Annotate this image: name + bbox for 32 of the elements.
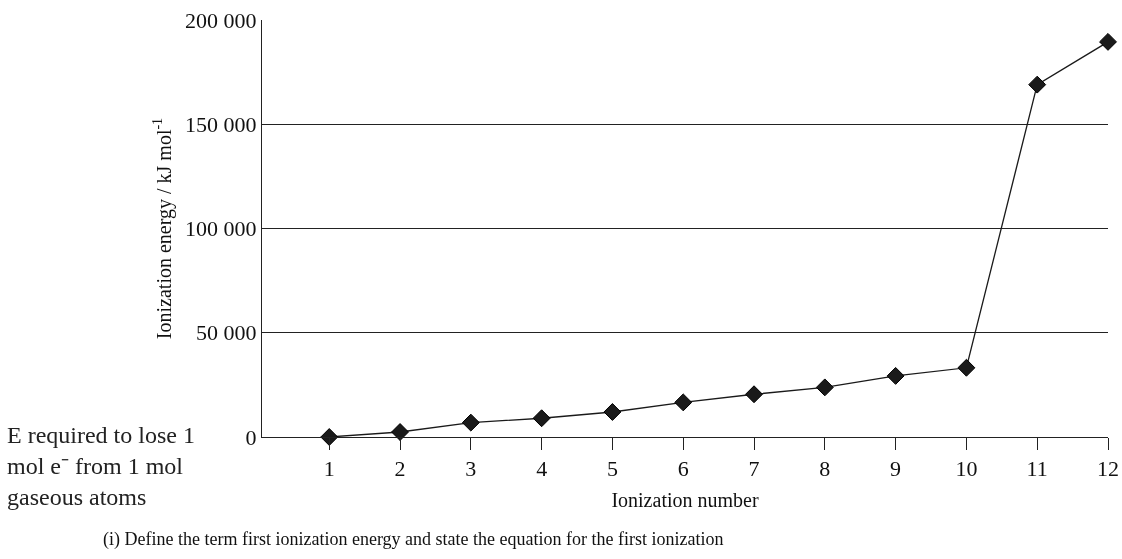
x-tick-label: 9	[890, 456, 902, 482]
text: E required to lose 1 mol e⁻ from 1 mol gaseous atoms	[7, 422, 195, 511]
y-tick-label: 50 000	[196, 320, 257, 346]
x-tick-label: 12	[1097, 456, 1119, 482]
point	[674, 393, 693, 412]
x-axis-title: Ionization number	[611, 488, 759, 511]
x-tick-label: 10	[955, 456, 978, 482]
point	[815, 378, 834, 397]
x-tick-label: 3	[465, 456, 477, 482]
y-tick-label: 200 000	[185, 7, 257, 33]
point	[957, 358, 976, 377]
x-tick-label: 8	[819, 456, 831, 482]
y-tick-label: 0	[245, 424, 257, 450]
text: (i) Define the term first ionization energy and state the equation for the first ionization	[103, 529, 724, 550]
x-tick-label: 5	[606, 456, 618, 482]
point	[391, 423, 409, 441]
x-tick-label: 7	[748, 456, 760, 482]
x-tick-label: 6	[677, 456, 689, 482]
y-tick-label: 100 000	[185, 216, 257, 242]
y-tick-label: 150 000	[185, 111, 257, 137]
point	[320, 428, 339, 446]
point	[745, 385, 763, 404]
point	[532, 409, 551, 428]
point	[886, 366, 905, 385]
x-tick-label: 1	[323, 456, 335, 482]
point	[1028, 75, 1047, 94]
x-tick-label: 11	[1026, 456, 1048, 482]
point	[1099, 32, 1117, 51]
x-tick-label: 4	[536, 456, 548, 482]
point	[461, 413, 480, 432]
x-tick-label: 2	[394, 456, 406, 482]
point	[603, 403, 622, 421]
